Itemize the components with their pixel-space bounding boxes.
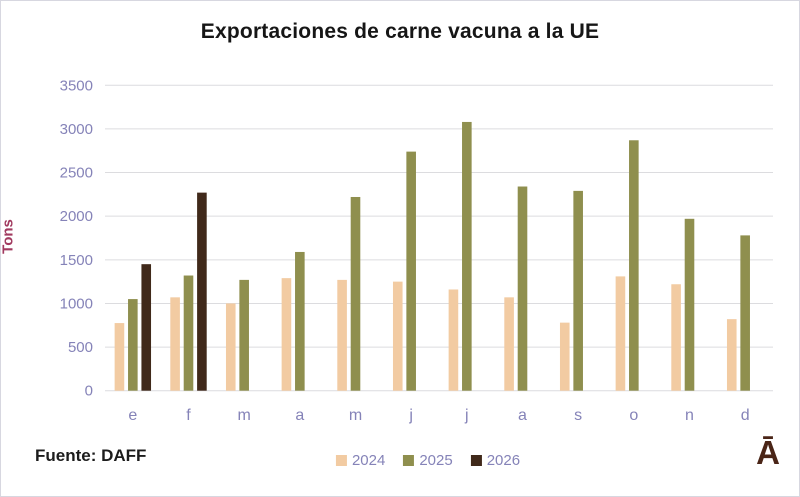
bar-2024-n11 [671, 284, 681, 391]
bar-2024-a8 [504, 297, 514, 391]
x-tick-label: m [349, 407, 362, 424]
bar-2026-f2 [197, 192, 207, 391]
bar-2024-s9 [559, 322, 570, 391]
bar-2025-m3 [239, 279, 249, 391]
legend: 2024 2025 2026 [335, 452, 521, 469]
bar-2025-e1 [128, 299, 138, 391]
bar-2024-m5 [337, 279, 347, 391]
x-tick-label: j [408, 407, 413, 424]
bar-2024-m3 [225, 303, 236, 391]
bar-2025-n11 [684, 218, 695, 391]
chart-title: Exportaciones de carne vacuna a la UE [200, 20, 600, 43]
y-tick-label: 3000 [60, 121, 93, 138]
bar-2024-o10 [615, 276, 626, 391]
x-tick-label: f [186, 407, 191, 424]
x-tick-label: n [685, 407, 694, 424]
bar-2024-f2 [170, 297, 180, 391]
legend-label-2025: 2025 [419, 452, 453, 469]
bar-2024-a4 [281, 278, 292, 391]
y-tick-label: 2000 [60, 208, 93, 225]
bar-2025-m5 [350, 196, 361, 391]
bar-2025-s9 [573, 190, 583, 391]
y-tick-label: 1000 [60, 295, 93, 312]
bar-2025-d12 [740, 235, 750, 391]
legend-label-2026: 2026 [486, 452, 521, 469]
x-tick-label: j [464, 407, 469, 424]
x-tick-label: a [295, 407, 304, 424]
bar-2026-e1 [141, 264, 152, 391]
bar-2025-f2 [183, 275, 194, 391]
bar-2024-j6 [392, 281, 403, 391]
legend-swatch-2026 [470, 455, 482, 466]
y-tick-label: 3500 [60, 77, 93, 94]
x-tick-label: e [128, 407, 137, 424]
legend-item-2024: 2024 [335, 452, 386, 469]
source-label: Fuente: DAFF [35, 446, 147, 465]
legend-item-2025: 2025 [403, 452, 453, 469]
legend-swatch-2024 [335, 455, 347, 466]
x-tick-label: o [629, 407, 638, 424]
y-tick-label: 500 [68, 339, 93, 356]
brand-logo: Ā [756, 434, 780, 471]
x-tick-label: a [518, 407, 527, 424]
legend-swatch-2025 [403, 455, 415, 466]
bar-2025-j6 [406, 151, 416, 391]
y-tick-label: 0 [85, 383, 93, 400]
bar-2025-o10 [629, 140, 639, 391]
x-tick-label: m [238, 407, 251, 424]
bar-2024-e1 [114, 323, 125, 391]
y-tick-label: 1500 [60, 252, 93, 269]
legend-label-2024: 2024 [351, 452, 386, 469]
bar-2025-a4 [295, 251, 305, 391]
bar-2024-d12 [726, 319, 737, 391]
legend-item-2026: 2026 [470, 452, 521, 469]
y-tick-label: 2500 [60, 165, 93, 182]
x-tick-label: s [574, 407, 582, 424]
bar-2024-j7 [448, 289, 459, 391]
x-tick-label: d [741, 407, 750, 424]
bar-2025-j7 [462, 121, 472, 391]
bar-2025-a8 [517, 186, 528, 391]
